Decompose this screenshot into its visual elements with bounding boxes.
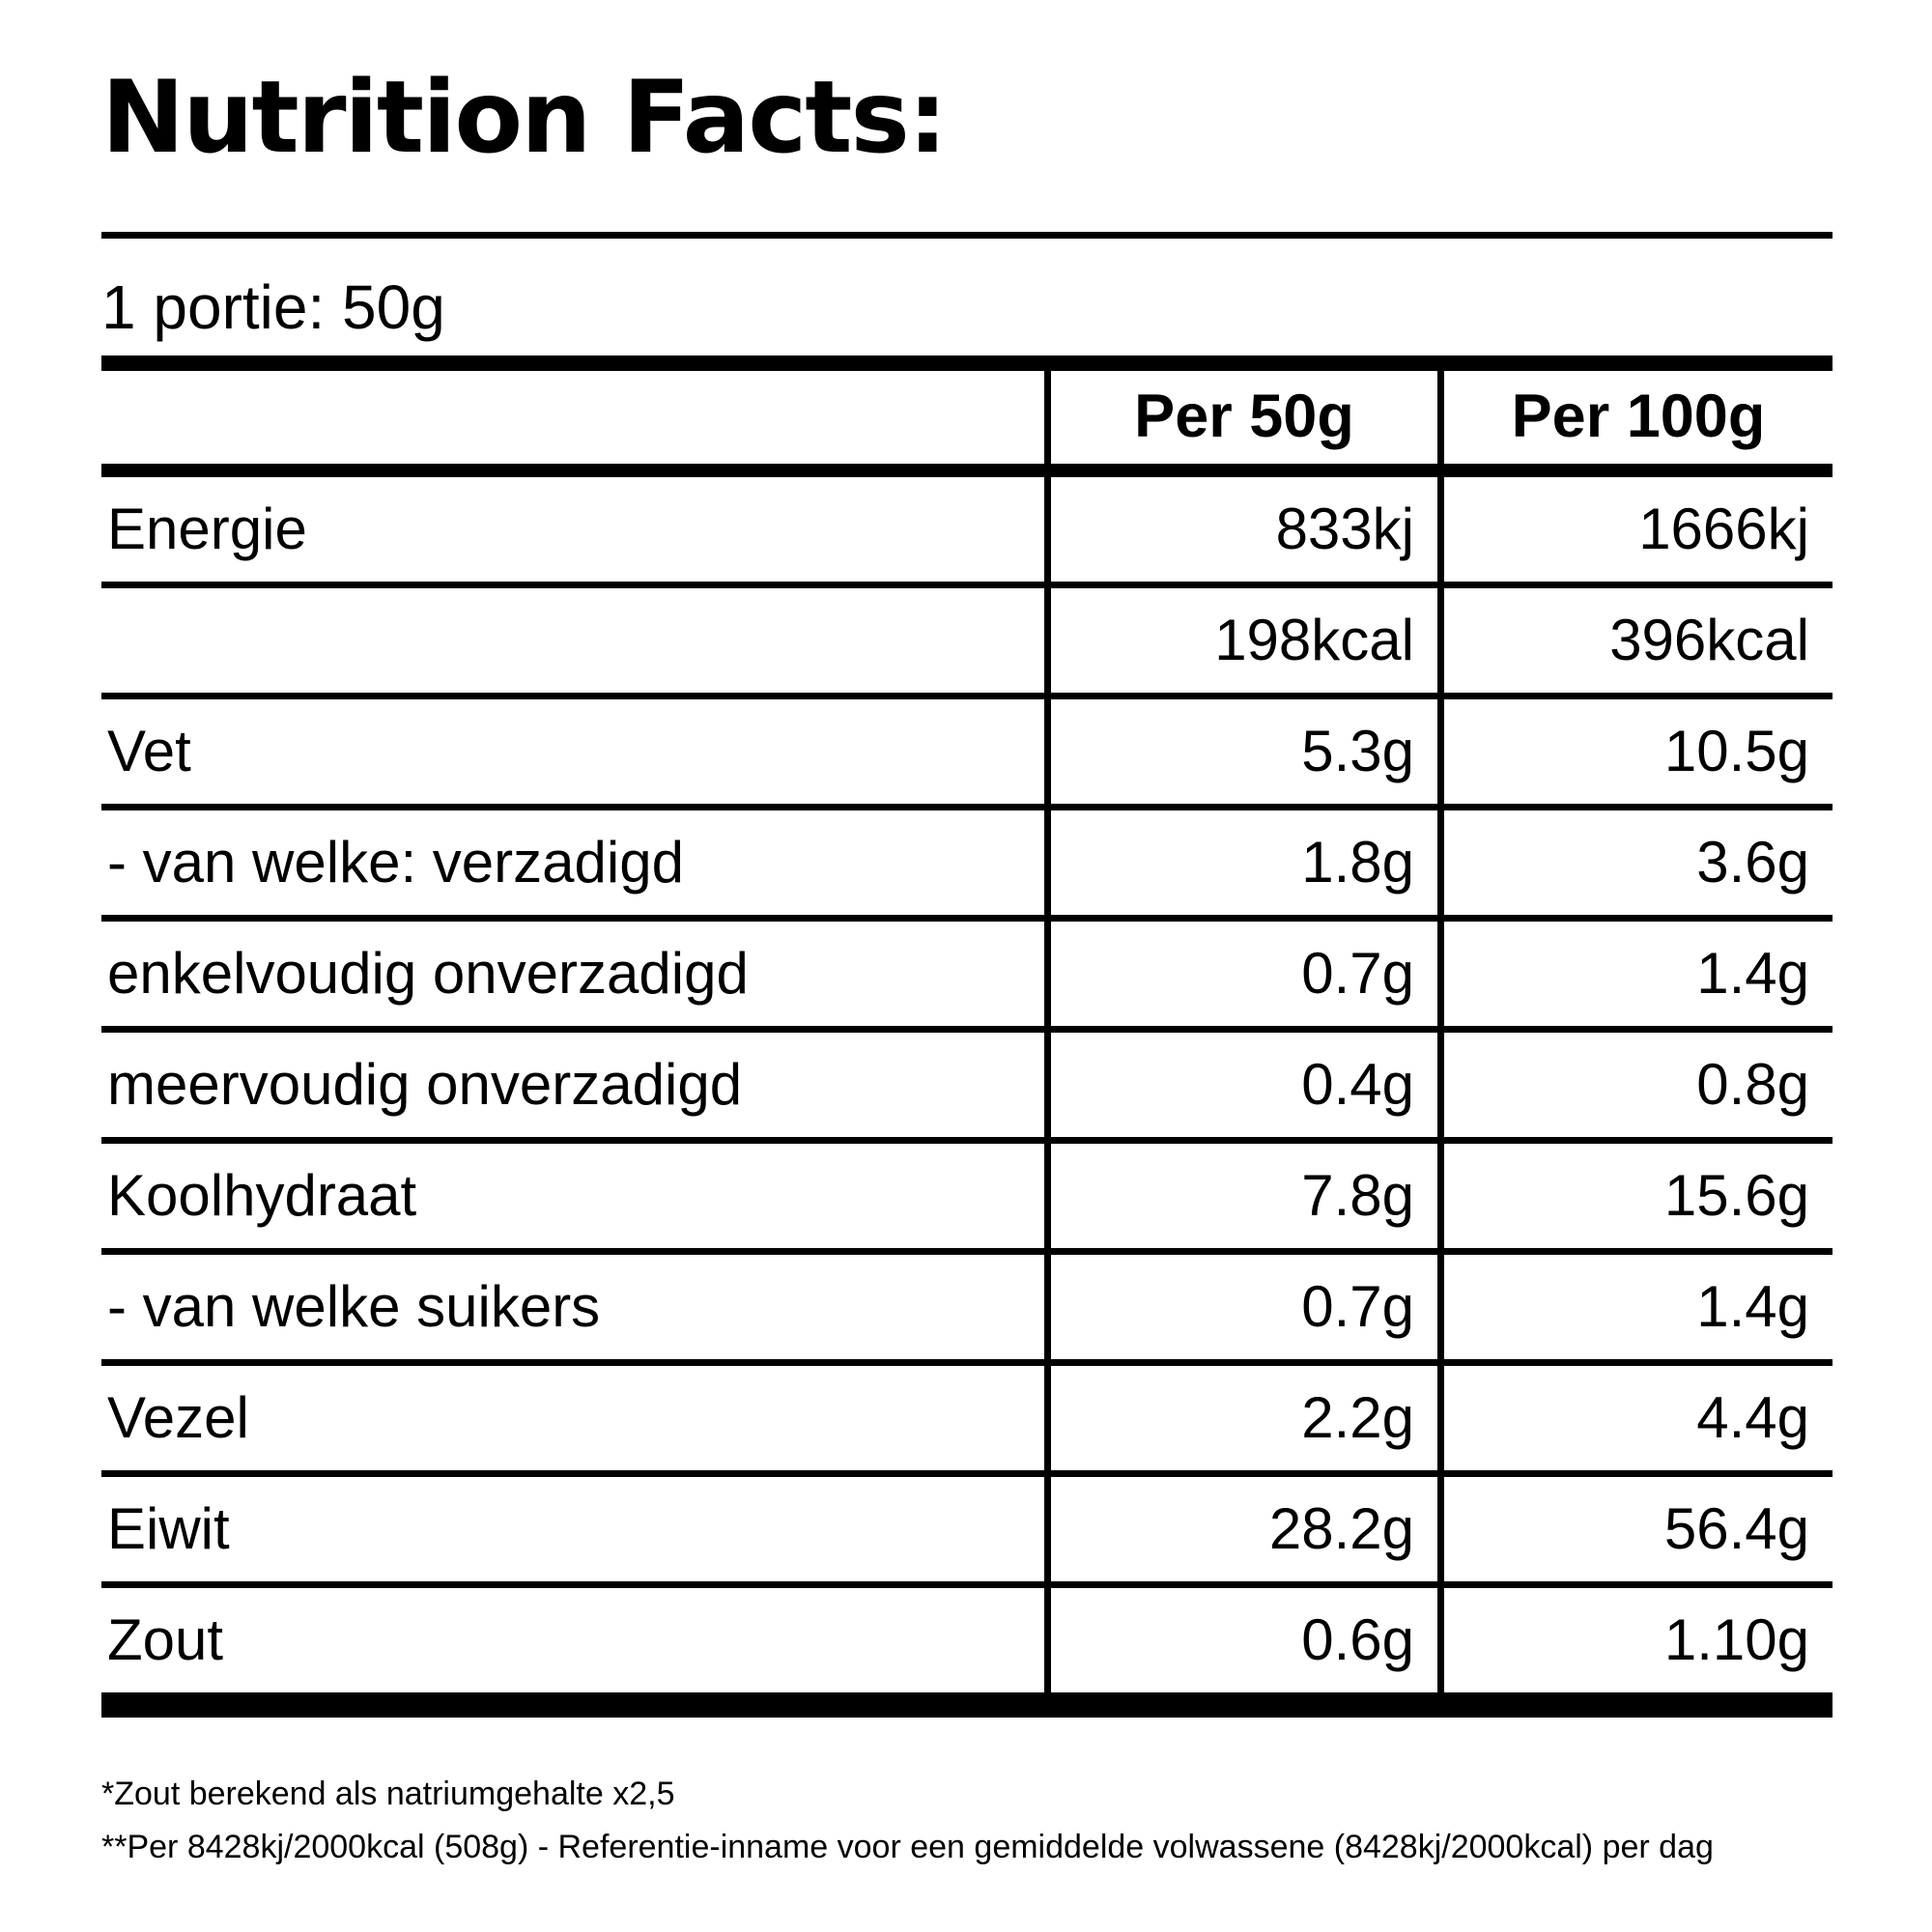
nutrient-label: Koolhydraat — [107, 1162, 417, 1228]
footnote-referentie-inname: **Per 8428kj/2000kcal (508g) - Referenti… — [101, 1829, 1714, 1866]
nutrient-value-per-50g: 2.2g — [1044, 1365, 1437, 1470]
nutrient-label: - van welke: verzadigd — [107, 829, 684, 895]
column-header-per-50g: Per 50g — [1044, 370, 1437, 464]
table-row-meervoudig-onverzadigd: meervoudig onverzadigd 0.4g 0.8g — [101, 1032, 1833, 1144]
nutrient-label: Vezel — [107, 1384, 249, 1450]
nutrient-value-per-50g: 0.6g — [1044, 1587, 1437, 1692]
table-row-suikers: - van welke suikers 0.7g 1.4g — [101, 1254, 1833, 1366]
nutrient-value-per-50g: 0.7g — [1044, 1254, 1437, 1359]
nutrient-label — [101, 588, 1044, 693]
nutrient-value-per-50g: 1.8g — [1044, 810, 1437, 915]
nutrient-value-per-50g: 5.3g — [1044, 698, 1437, 804]
table-row-verzadigd: - van welke: verzadigd 1.8g 3.6g — [101, 810, 1833, 922]
table-row-zout: Zout 0.6g 1.10g — [101, 1587, 1833, 1718]
divider-rule-top — [101, 231, 1833, 239]
footnote-zout: *Zout berekend als natriumgehalte x2,5 — [101, 1775, 675, 1812]
nutrition-table: Per 50g Per 100g Energie 833kj 1666kj 19… — [101, 355, 1833, 1718]
table-row-enkelvoudig-onverzadigd: enkelvoudig onverzadigd 0.7g 1.4g — [101, 921, 1833, 1033]
nutrient-label: meervoudig onverzadigd — [107, 1051, 743, 1117]
table-row-vezel: Vezel 2.2g 4.4g — [101, 1365, 1833, 1477]
nutrient-value-per-50g: 0.7g — [1044, 921, 1437, 1026]
nutrient-value-per-50g: 28.2g — [1044, 1476, 1437, 1581]
nutrient-value-per-50g: 833kj — [1044, 476, 1437, 582]
nutrient-value-per-50g: 198kcal — [1044, 587, 1437, 693]
nutrient-value-per-100g: 4.4g — [1437, 1365, 1833, 1470]
nutrient-value-per-100g: 1.4g — [1437, 921, 1833, 1026]
nutrition-label: Nutrition Facts: 1 portie: 50g Per 50g P… — [101, 56, 1833, 1874]
serving-size: 1 portie: 50g — [101, 271, 445, 342]
nutrient-value-per-100g: 1666kj — [1437, 476, 1833, 582]
column-header-per-100g: Per 100g — [1437, 370, 1833, 464]
table-row-kcal: 198kcal 396kcal — [101, 587, 1833, 699]
nutrient-label: Zout — [107, 1606, 224, 1672]
nutrient-value-per-50g: 0.4g — [1044, 1032, 1437, 1137]
nutrient-value-per-100g: 15.6g — [1437, 1143, 1833, 1248]
nutrient-value-per-100g: 10.5g — [1437, 698, 1833, 804]
nutrient-label: Vet — [107, 718, 191, 783]
table-row-vet: Vet 5.3g 10.5g — [101, 698, 1833, 810]
header-spacer-cell — [101, 371, 1044, 464]
nutrient-value-per-100g: 0.8g — [1437, 1032, 1833, 1137]
table-row-koolhydraat: Koolhydraat 7.8g 15.6g — [101, 1143, 1833, 1255]
nutrient-label: Eiwit — [107, 1495, 230, 1561]
table-header-row: Per 50g Per 100g — [101, 370, 1833, 477]
table-row-eiwit: Eiwit 28.2g 56.4g — [101, 1476, 1833, 1588]
nutrient-value-per-100g: 1.10g — [1437, 1587, 1833, 1692]
nutrient-value-per-50g: 7.8g — [1044, 1143, 1437, 1248]
nutrient-label: Energie — [107, 496, 307, 561]
page-title: Nutrition Facts: — [101, 60, 948, 176]
footnotes: *Zout berekend als natriumgehalte x2,5 *… — [101, 1768, 1833, 1874]
nutrient-value-per-100g: 3.6g — [1437, 810, 1833, 915]
table-row-energie: Energie 833kj 1666kj — [101, 476, 1833, 588]
nutrient-value-per-100g: 1.4g — [1437, 1254, 1833, 1359]
nutrient-value-per-100g: 396kcal — [1437, 587, 1833, 693]
nutrient-label: enkelvoudig onverzadigd — [107, 940, 749, 1006]
nutrient-value-per-100g: 56.4g — [1437, 1476, 1833, 1581]
nutrient-label: - van welke suikers — [107, 1273, 601, 1339]
